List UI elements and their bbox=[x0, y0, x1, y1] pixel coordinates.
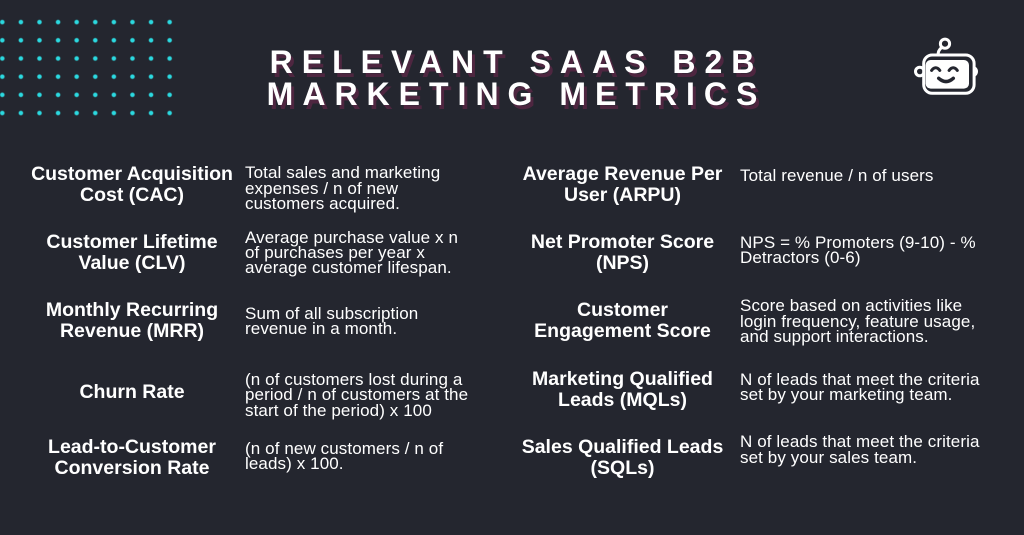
robot-icon bbox=[910, 33, 979, 95]
metric-definition: Average purchase value x n of purchases … bbox=[245, 227, 459, 278]
metric-definition: Sum of all subscription revenue in a mon… bbox=[245, 303, 419, 339]
metric-term: Marketing Qualified Leads (MQLs) bbox=[532, 367, 713, 411]
page-title: RELEVANT SAAS B2B MARKETING METRICS bbox=[266, 44, 767, 112]
metric-definition: Total revenue / n of users bbox=[740, 165, 934, 185]
left-definitions-column: Total sales and marketing expenses / n o… bbox=[245, 151, 485, 492]
metric-term: Lead-to-Customer Conversion Rate bbox=[48, 435, 216, 479]
metric-definition: N of leads that meet the criteria set by… bbox=[740, 432, 980, 467]
metric-term: Customer Acquisition Cost (CAC) bbox=[31, 163, 233, 207]
metric-term: Average Revenue Per User (ARPU) bbox=[522, 163, 723, 207]
metric-term: Monthly Recurring Revenue (MRR) bbox=[45, 299, 219, 343]
metric-term: Net Promoter Score (NPS) bbox=[530, 231, 715, 275]
right-terms-column: Average Revenue Per User (ARPU) Net Prom… bbox=[512, 151, 733, 492]
metric-definition: Score based on activities like login fre… bbox=[740, 296, 976, 346]
metric-definition: NPS = % Promoters (9-10) - % Detractors … bbox=[740, 233, 976, 268]
metric-definition: (n of customers lost during a period / n… bbox=[245, 370, 469, 420]
metric-definition: (n of new customers / n of leads) x 100. bbox=[245, 439, 444, 474]
metric-term: Churn Rate bbox=[79, 381, 185, 404]
right-definitions-column: Total revenue / n of users NPS = % Promo… bbox=[740, 151, 995, 492]
metric-term: Customer Lifetime Value (CLV) bbox=[46, 231, 218, 275]
metric-term: Customer Engagement Score bbox=[534, 299, 711, 343]
dot-pattern-decoration bbox=[0, 13, 180, 123]
metric-definition: Total sales and marketing expenses / n o… bbox=[245, 163, 441, 213]
metric-term: Sales Qualified Leads (SQLs) bbox=[521, 435, 724, 479]
metric-definition: N of leads that meet the criteria set by… bbox=[740, 369, 980, 404]
left-terms-column: Customer Acquisition Cost (CAC) Customer… bbox=[27, 151, 237, 492]
